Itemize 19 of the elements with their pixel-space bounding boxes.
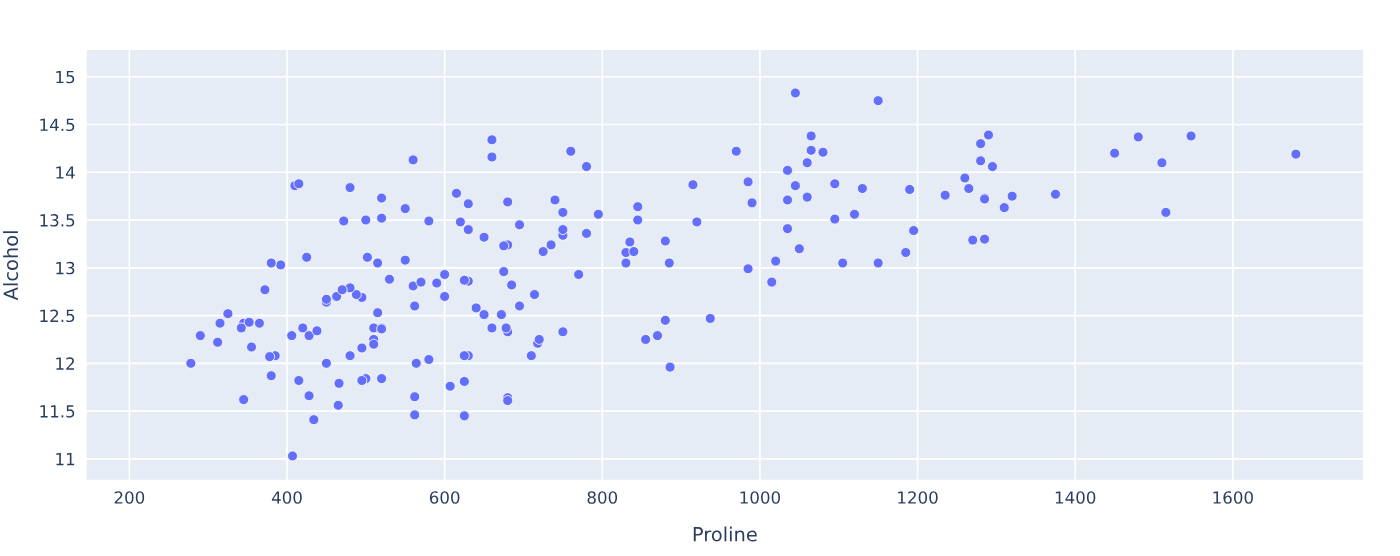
x-tick-label: 1600: [1213, 491, 1253, 504]
x-tick-label: 1000: [740, 491, 781, 504]
y-axis-title: Alcohol: [3, 231, 19, 301]
y-tick-label: 14: [56, 166, 75, 179]
y-tick-label: 11.5: [40, 405, 75, 418]
y-tick-label: 14.5: [40, 118, 75, 132]
y-tick-label: 11: [56, 453, 75, 466]
x-tick-label: 800: [587, 491, 618, 504]
x-tick-label: 400: [271, 491, 302, 504]
x-tick-label: 1200: [898, 491, 938, 504]
y-tick-label: 15: [56, 70, 75, 84]
x-tick-label: 1400: [1055, 491, 1096, 504]
x-axis-title: Proline: [693, 526, 757, 542]
y-tick-label: 12: [56, 357, 75, 370]
y-tick-label: 13.5: [40, 214, 75, 227]
x-tick-label: 600: [429, 491, 460, 504]
y-tick-label: 13: [56, 261, 75, 275]
y-tick-label: 12.5: [40, 309, 75, 323]
x-tick-label: 200: [114, 491, 145, 504]
